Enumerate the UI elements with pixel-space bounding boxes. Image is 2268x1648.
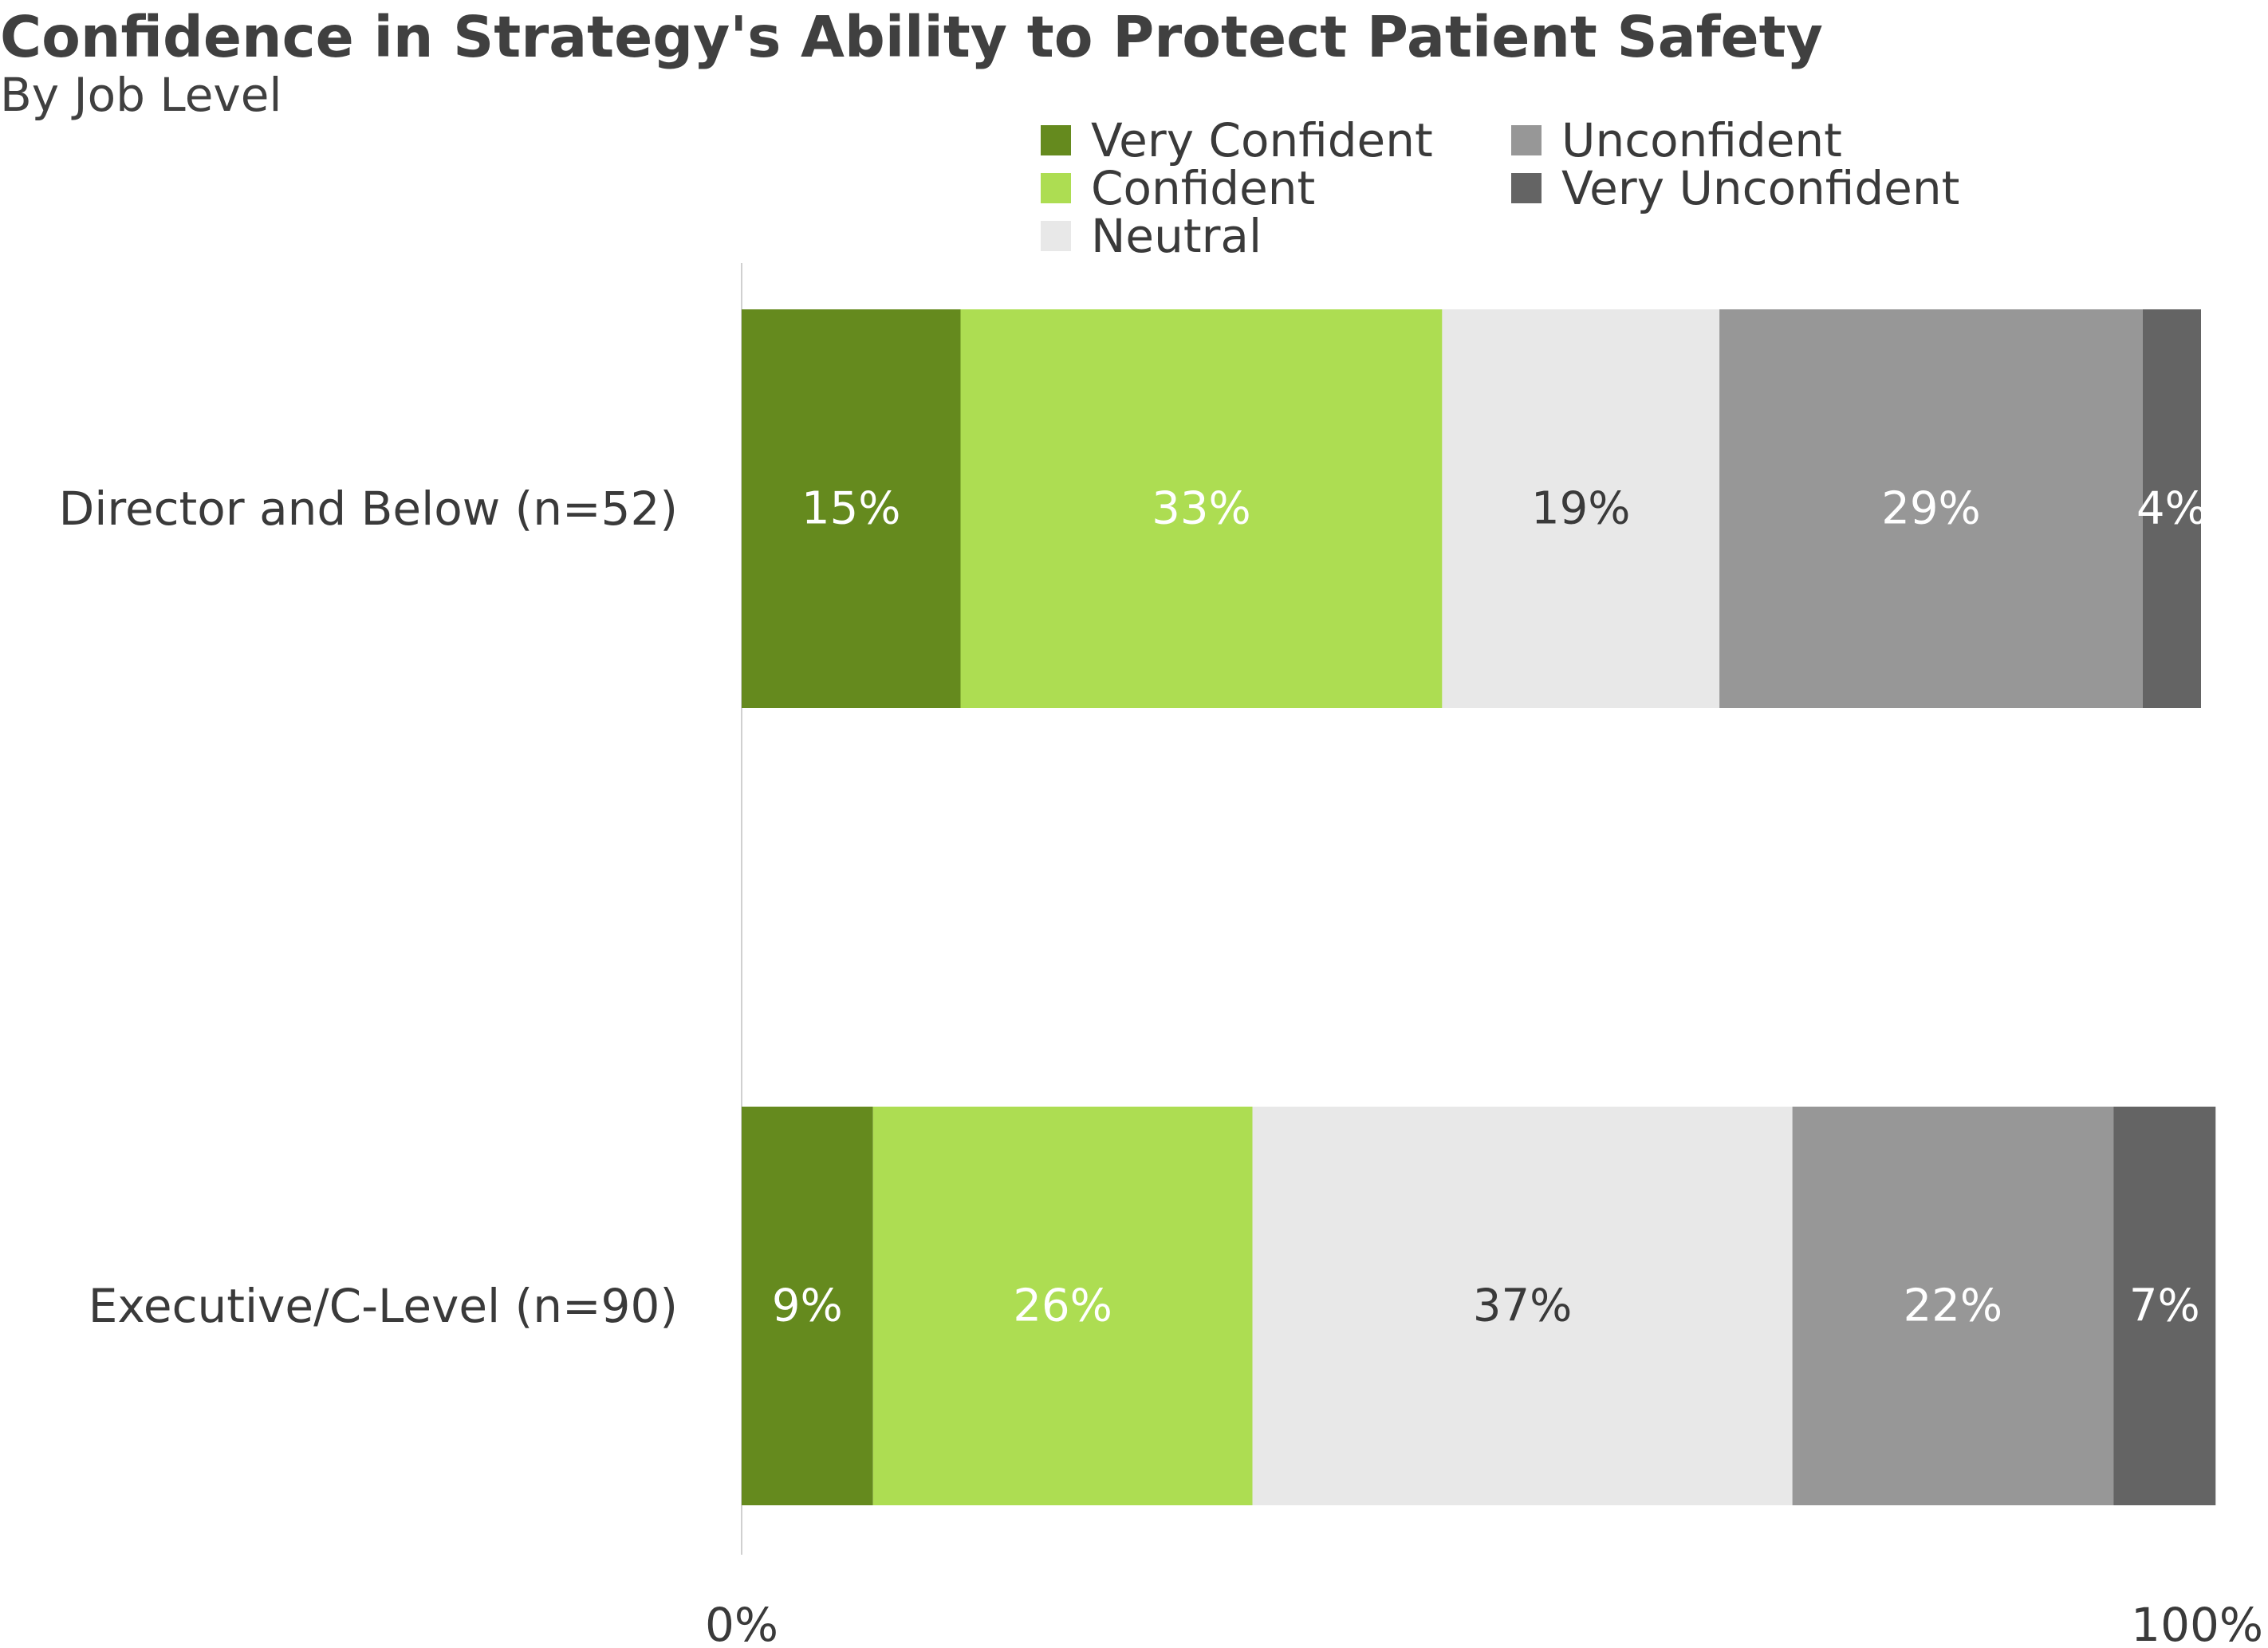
bar-segment bbox=[960, 309, 1443, 708]
data-label: 33% bbox=[1152, 483, 1250, 535]
legend-swatch bbox=[1041, 221, 1071, 251]
legend-swatch bbox=[1041, 173, 1071, 203]
legend-swatch bbox=[1511, 173, 1542, 203]
chart-title: Confidence in Strategy's Ability to Prot… bbox=[0, 4, 1823, 70]
x-tick-label: 0% bbox=[705, 1598, 778, 1648]
bar-group: 15% 33% 19% 29% 4% bbox=[742, 309, 2207, 708]
legend-swatch bbox=[1041, 125, 1071, 155]
legend-item: Very Confident bbox=[1041, 113, 1433, 167]
category-labels: Director and Below (n=52) Executive/C-Lev… bbox=[59, 482, 678, 1333]
legend-swatch bbox=[1511, 125, 1542, 155]
legend-label: Neutral bbox=[1091, 209, 1262, 263]
data-label: 4% bbox=[2136, 483, 2207, 535]
bar-segment bbox=[2113, 1107, 2216, 1505]
x-axis-ticks: 0% 100% bbox=[705, 1598, 2263, 1648]
bar-segment bbox=[742, 309, 961, 708]
legend-item: Very Unconfident bbox=[1511, 161, 1959, 215]
data-label: 26% bbox=[1013, 1280, 1112, 1332]
bar-segment bbox=[1719, 309, 2143, 708]
category-label: Executive/C-Level (n=90) bbox=[89, 1279, 678, 1333]
data-label: 29% bbox=[1881, 483, 1980, 535]
bar-segment bbox=[1792, 1107, 2114, 1505]
chart-subtitle: By Job Level bbox=[0, 68, 282, 122]
bars: 15% 33% 19% 29% 4% 9% 26% 37% 22% 7% bbox=[742, 309, 2216, 1505]
legend-label: Confident bbox=[1091, 161, 1315, 215]
bar-segment bbox=[872, 1107, 1253, 1505]
data-label: 22% bbox=[1904, 1280, 2002, 1332]
bar-segment bbox=[1442, 309, 1720, 708]
bar-segment bbox=[1252, 1107, 1793, 1505]
category-label: Director and Below (n=52) bbox=[59, 482, 678, 536]
data-label: 19% bbox=[1531, 483, 1630, 535]
bar-segment bbox=[742, 1107, 873, 1505]
bar-group: 9% 26% 37% 22% 7% bbox=[742, 1107, 2216, 1505]
bar-segment bbox=[2142, 309, 2201, 708]
data-label: 9% bbox=[772, 1280, 843, 1332]
legend-item: Unconfident bbox=[1511, 113, 1842, 167]
legend-item: Neutral bbox=[1041, 209, 1262, 263]
legend-label: Unconfident bbox=[1561, 113, 1842, 167]
legend-item: Confident bbox=[1041, 161, 1315, 215]
data-label: 37% bbox=[1473, 1280, 1572, 1332]
data-label: 7% bbox=[2129, 1280, 2200, 1332]
data-label: 15% bbox=[801, 483, 900, 535]
legend-label: Very Unconfident bbox=[1561, 161, 1959, 215]
legend-label: Very Confident bbox=[1091, 113, 1433, 167]
x-tick-label: 100% bbox=[2131, 1598, 2263, 1648]
